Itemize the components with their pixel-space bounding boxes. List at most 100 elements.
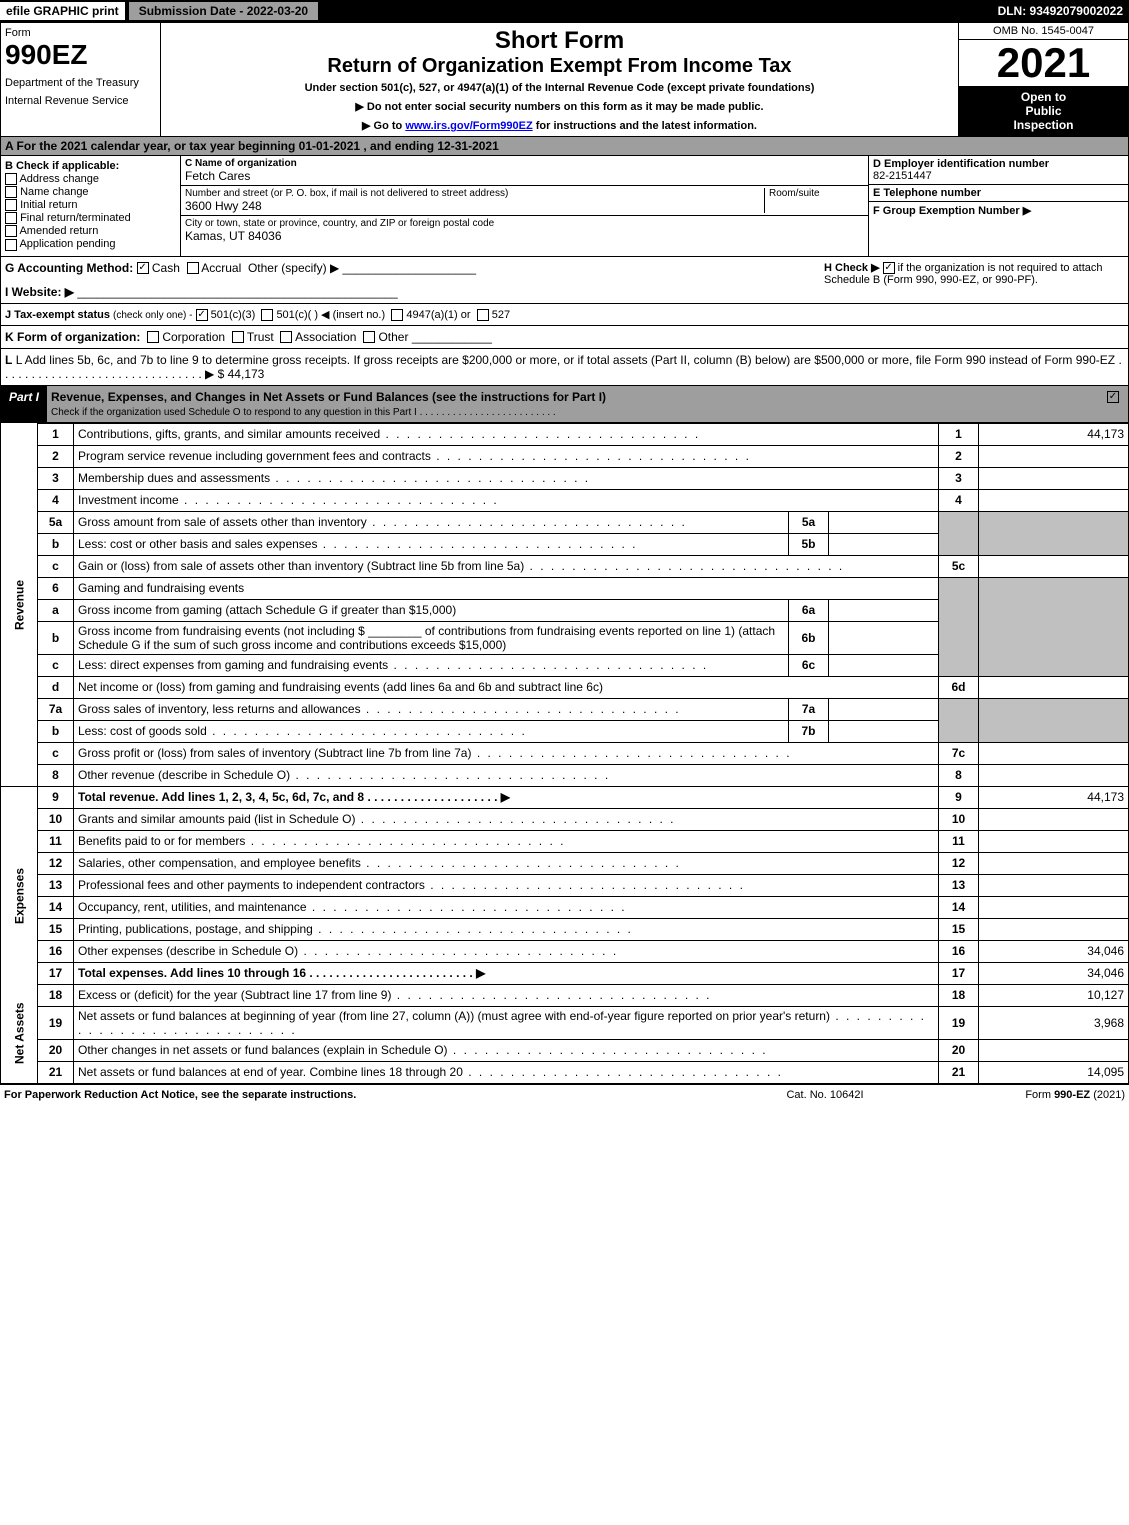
title-short-form: Short Form [167, 27, 952, 55]
footer-left: For Paperwork Reduction Act Notice, see … [4, 1089, 725, 1101]
ln12-no: 12 [38, 852, 74, 874]
chk-amended-return[interactable]: Amended return [5, 225, 176, 237]
j-527: 527 [492, 309, 510, 321]
footer-mid: Cat. No. 10642I [725, 1089, 925, 1101]
c-city-label: City or town, state or province, country… [185, 218, 864, 229]
j-4947: 4947(a)(1) or [406, 309, 470, 321]
chk-accrual[interactable] [187, 262, 199, 274]
ln7a-no: 7a [38, 698, 74, 720]
irs-link[interactable]: www.irs.gov/Form990EZ [405, 120, 532, 132]
form-number: 990EZ [5, 39, 156, 71]
j-501c3: 501(c)(3) [211, 309, 256, 321]
ln11-desc: Benefits paid to or for members [78, 834, 565, 848]
ln8-rn: 8 [939, 764, 979, 786]
section-a: A For the 2021 calendar year, or tax yea… [0, 137, 1129, 156]
ln7ab-grey-v [979, 698, 1129, 742]
ln3-desc: Membership dues and assessments [78, 471, 590, 485]
ln3-rn: 3 [939, 467, 979, 489]
ln17-rn: 17 [939, 962, 979, 984]
ln7b-sv [829, 720, 939, 742]
chk-address-change[interactable]: Address change [5, 173, 176, 185]
chk-cash[interactable]: ✓ [137, 262, 149, 274]
chk-4947[interactable] [391, 309, 403, 321]
ln5a-sn: 5a [789, 511, 829, 533]
j-label: J Tax-exempt status [5, 309, 110, 321]
chk-trust[interactable] [232, 331, 244, 343]
c-street-label: Number and street (or P. O. box, if mail… [185, 188, 764, 199]
chk-final-return[interactable]: Final return/terminated [5, 212, 176, 224]
k-label: K Form of organization: [5, 330, 140, 344]
chk-corp[interactable] [147, 331, 159, 343]
ln7a-sn: 7a [789, 698, 829, 720]
ln1-desc: Contributions, gifts, grants, and simila… [78, 427, 700, 441]
c-room-label: Room/suite [769, 188, 864, 199]
chk-initial-return[interactable]: Initial return [5, 199, 176, 211]
col-b: B Check if applicable: Address change Na… [1, 156, 181, 256]
lines-table: Revenue 1 Contributions, gifts, grants, … [0, 423, 1129, 1084]
row-k: K Form of organization: Corporation Trus… [0, 326, 1129, 349]
e-label: E Telephone number [873, 187, 1124, 199]
chk-527[interactable] [477, 309, 489, 321]
tax-year: 2021 [959, 40, 1128, 86]
part1-title: Revenue, Expenses, and Changes in Net As… [51, 390, 606, 404]
part1-check-note: Check if the organization used Schedule … [51, 407, 556, 418]
ln16-desc: Other expenses (describe in Schedule O) [78, 944, 618, 958]
g-other-label: Other (specify) ▶ [248, 261, 339, 275]
ln7b-sn: 7b [789, 720, 829, 742]
ln2-no: 2 [38, 445, 74, 467]
j-501c: 501(c)( ) ◀ (insert no.) [276, 309, 385, 321]
ln6a-sv [829, 599, 939, 621]
ln14-no: 14 [38, 896, 74, 918]
ln6-grey-v [979, 577, 1129, 676]
ln6d-val [979, 676, 1129, 698]
chk-assoc[interactable] [280, 331, 292, 343]
ln6c-no: c [38, 654, 74, 676]
k-corp: Corporation [162, 330, 225, 344]
ln11-no: 11 [38, 830, 74, 852]
chk-501c3[interactable]: ✓ [196, 309, 208, 321]
chk-501c[interactable] [261, 309, 273, 321]
ln6a-desc: Gross income from gaming (attach Schedul… [74, 599, 789, 621]
ln10-val [979, 808, 1129, 830]
chk-application-pending[interactable]: Application pending [5, 238, 176, 250]
ln7c-desc: Gross profit or (loss) from sales of inv… [78, 746, 792, 760]
ln8-no: 8 [38, 764, 74, 786]
ln14-desc: Occupancy, rent, utilities, and maintena… [78, 900, 627, 914]
ln21-val: 14,095 [979, 1061, 1129, 1083]
title-return: Return of Organization Exempt From Incom… [167, 55, 952, 78]
chk-amended-return-label: Amended return [19, 225, 98, 237]
footer-right-form: 990-EZ [1054, 1089, 1090, 1101]
ln9-val: 44,173 [979, 786, 1129, 808]
ln21-rn: 21 [939, 1061, 979, 1083]
ln2-desc: Program service revenue including govern… [78, 449, 751, 463]
sidebar-netassets: Net Assets [1, 984, 38, 1083]
dln-number: DLN: 93492079002022 [998, 4, 1129, 18]
sidebar-revenue: Revenue [1, 423, 38, 786]
spacer [1, 786, 38, 808]
chk-other-org[interactable] [363, 331, 375, 343]
goto-link-line: ▶ Go to www.irs.gov/Form990EZ for instru… [167, 119, 952, 132]
sidebar-expenses: Expenses [1, 808, 38, 984]
ln6b-desc: Gross income from fundraising events (no… [74, 621, 789, 654]
k-assoc: Association [295, 330, 356, 344]
chk-schedule-o[interactable]: ✓ [1107, 391, 1119, 403]
ln5a-no: 5a [38, 511, 74, 533]
row-l: L L Add lines 5b, 6c, and 7b to line 9 t… [0, 349, 1129, 386]
ln12-rn: 12 [939, 852, 979, 874]
chk-schedule-b[interactable]: ✓ [883, 262, 895, 274]
chk-initial-return-label: Initial return [20, 199, 77, 211]
col-def: D Employer identification number 82-2151… [868, 156, 1128, 256]
org-name: Fetch Cares [185, 169, 864, 183]
dept-treasury: Department of the Treasury [5, 77, 156, 89]
ln13-rn: 13 [939, 874, 979, 896]
subtitle: Under section 501(c), 527, or 4947(a)(1)… [167, 82, 952, 94]
k-other: Other [378, 330, 408, 344]
warning-ssn: ▶ Do not enter social security numbers o… [167, 100, 952, 113]
ln2-val [979, 445, 1129, 467]
ln20-val [979, 1039, 1129, 1061]
ln17-desc: Total expenses. Add lines 10 through 16 … [74, 962, 939, 984]
ln15-desc: Printing, publications, postage, and shi… [78, 922, 633, 936]
h-block: H Check ▶ ✓ if the organization is not r… [824, 261, 1124, 299]
efile-label: efile GRAPHIC print [0, 2, 125, 20]
chk-name-change[interactable]: Name change [5, 186, 176, 198]
